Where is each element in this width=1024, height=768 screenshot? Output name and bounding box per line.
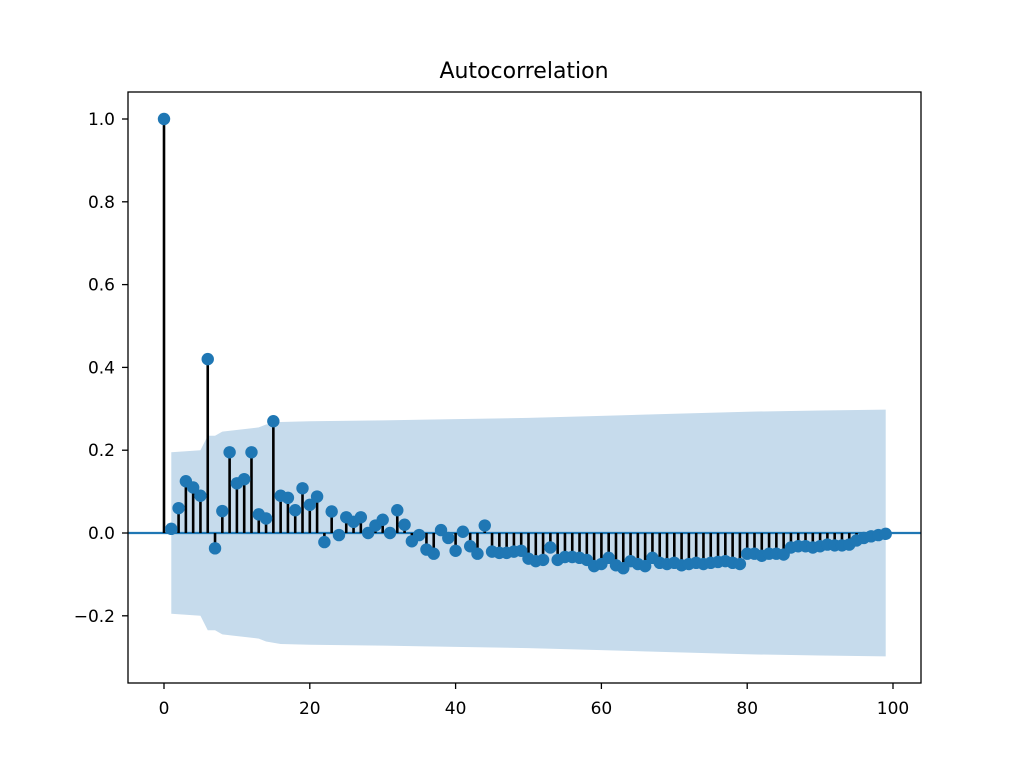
acf-marker [879, 527, 892, 541]
acf-marker [515, 544, 528, 558]
acf-marker [434, 523, 448, 537]
acf-marker [237, 472, 251, 486]
acf-marker [376, 513, 389, 526]
acf-marker [157, 112, 171, 126]
acf-marker [245, 446, 258, 459]
acf-marker [478, 519, 491, 532]
acf-marker [332, 528, 346, 542]
y-tick-label: 0.4 [88, 358, 115, 378]
acf-marker [456, 525, 470, 538]
chart-title: Autocorrelation [439, 59, 608, 84]
acf-marker [208, 542, 222, 555]
axes-frame [127, 91, 922, 684]
acf-marker [172, 501, 185, 515]
acf-marker [471, 547, 484, 560]
acf-marker [267, 415, 280, 428]
plot-area [128, 112, 921, 657]
acf-marker [296, 482, 309, 495]
x-tick-label: 20 [299, 699, 321, 719]
acf-marker [216, 504, 229, 518]
acf-marker [289, 504, 302, 517]
acf-marker [310, 490, 324, 503]
acf-marker [638, 559, 652, 573]
acf-marker [412, 528, 426, 542]
acf-marker [544, 541, 557, 554]
x-tick-label: 60 [591, 699, 613, 719]
acf-marker [303, 498, 316, 512]
y-tick-label: 0.2 [88, 441, 115, 461]
acf-marker [318, 535, 331, 549]
y-tick-label: 1.0 [88, 110, 115, 130]
acf-marker [259, 512, 273, 525]
acf-marker [325, 505, 338, 518]
y-tick-label: 0.8 [88, 193, 115, 213]
y-tick-label: 0.0 [88, 524, 115, 544]
acf-marker [201, 352, 214, 366]
acf-marker [186, 481, 200, 494]
x-tick-label: 80 [736, 699, 758, 719]
x-axis: 0 20 40 60 80 100 [159, 683, 909, 719]
acf-marker [354, 511, 368, 524]
y-tick-label: −0.2 [74, 607, 115, 627]
acf-marker [391, 504, 404, 517]
acf-marker [536, 553, 550, 567]
acf-marker [223, 446, 236, 459]
acf-marker [733, 557, 747, 571]
acf-marker [383, 526, 397, 540]
y-tick-label: 0.6 [88, 276, 115, 296]
acf-marker [449, 544, 462, 558]
x-tick-label: 100 [877, 699, 909, 719]
acf-marker [281, 491, 295, 505]
acf-marker [442, 531, 455, 545]
acf-marker [194, 489, 207, 502]
x-tick-label: 0 [159, 699, 170, 719]
acf-marker [427, 547, 440, 560]
acf-markers [157, 112, 892, 575]
acf-marker [398, 518, 411, 531]
x-tick-label: 40 [445, 699, 467, 719]
acf-marker [165, 522, 178, 536]
y-axis: −0.2 0.0 0.2 0.4 0.6 0.8 1.0 [74, 110, 128, 627]
